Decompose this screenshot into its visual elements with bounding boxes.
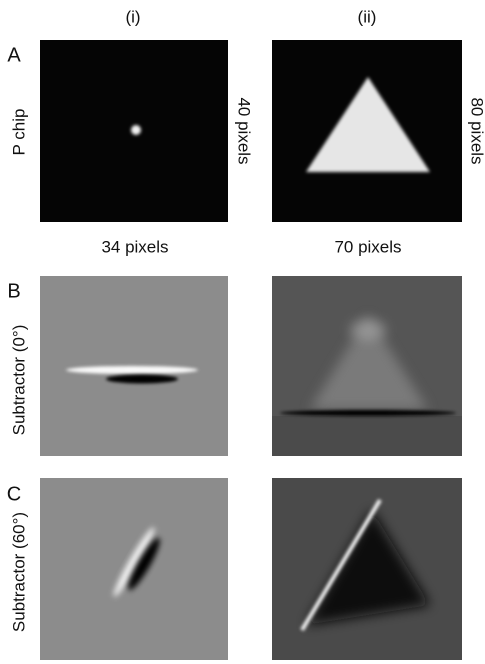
row-ylabel: Subtractor (60°) bbox=[9, 512, 28, 632]
row-label: C bbox=[7, 483, 21, 505]
row-ylabel: Subtractor (0°) bbox=[9, 325, 28, 436]
bottom-label: 34 pixels bbox=[101, 237, 168, 256]
bottom-label: 70 pixels bbox=[334, 237, 401, 256]
side-label: 80 pixels bbox=[468, 97, 485, 164]
column-header: (ii) bbox=[358, 7, 377, 26]
row-label: B bbox=[7, 280, 20, 302]
column-header: (i) bbox=[125, 7, 140, 26]
panel-b-ii bbox=[272, 276, 462, 456]
row-ylabel: P chip bbox=[9, 109, 28, 156]
panel-a-i bbox=[40, 40, 228, 222]
panel-b-i bbox=[40, 276, 228, 456]
side-label: 40 pixels bbox=[235, 97, 254, 164]
panel-c-ii bbox=[272, 478, 462, 660]
panel-a-ii bbox=[272, 40, 462, 222]
row-label: A bbox=[7, 44, 21, 66]
panel-c-i bbox=[40, 478, 228, 660]
figure: (i) (ii) A B C P chip Subtractor (0°) Su… bbox=[0, 0, 485, 664]
